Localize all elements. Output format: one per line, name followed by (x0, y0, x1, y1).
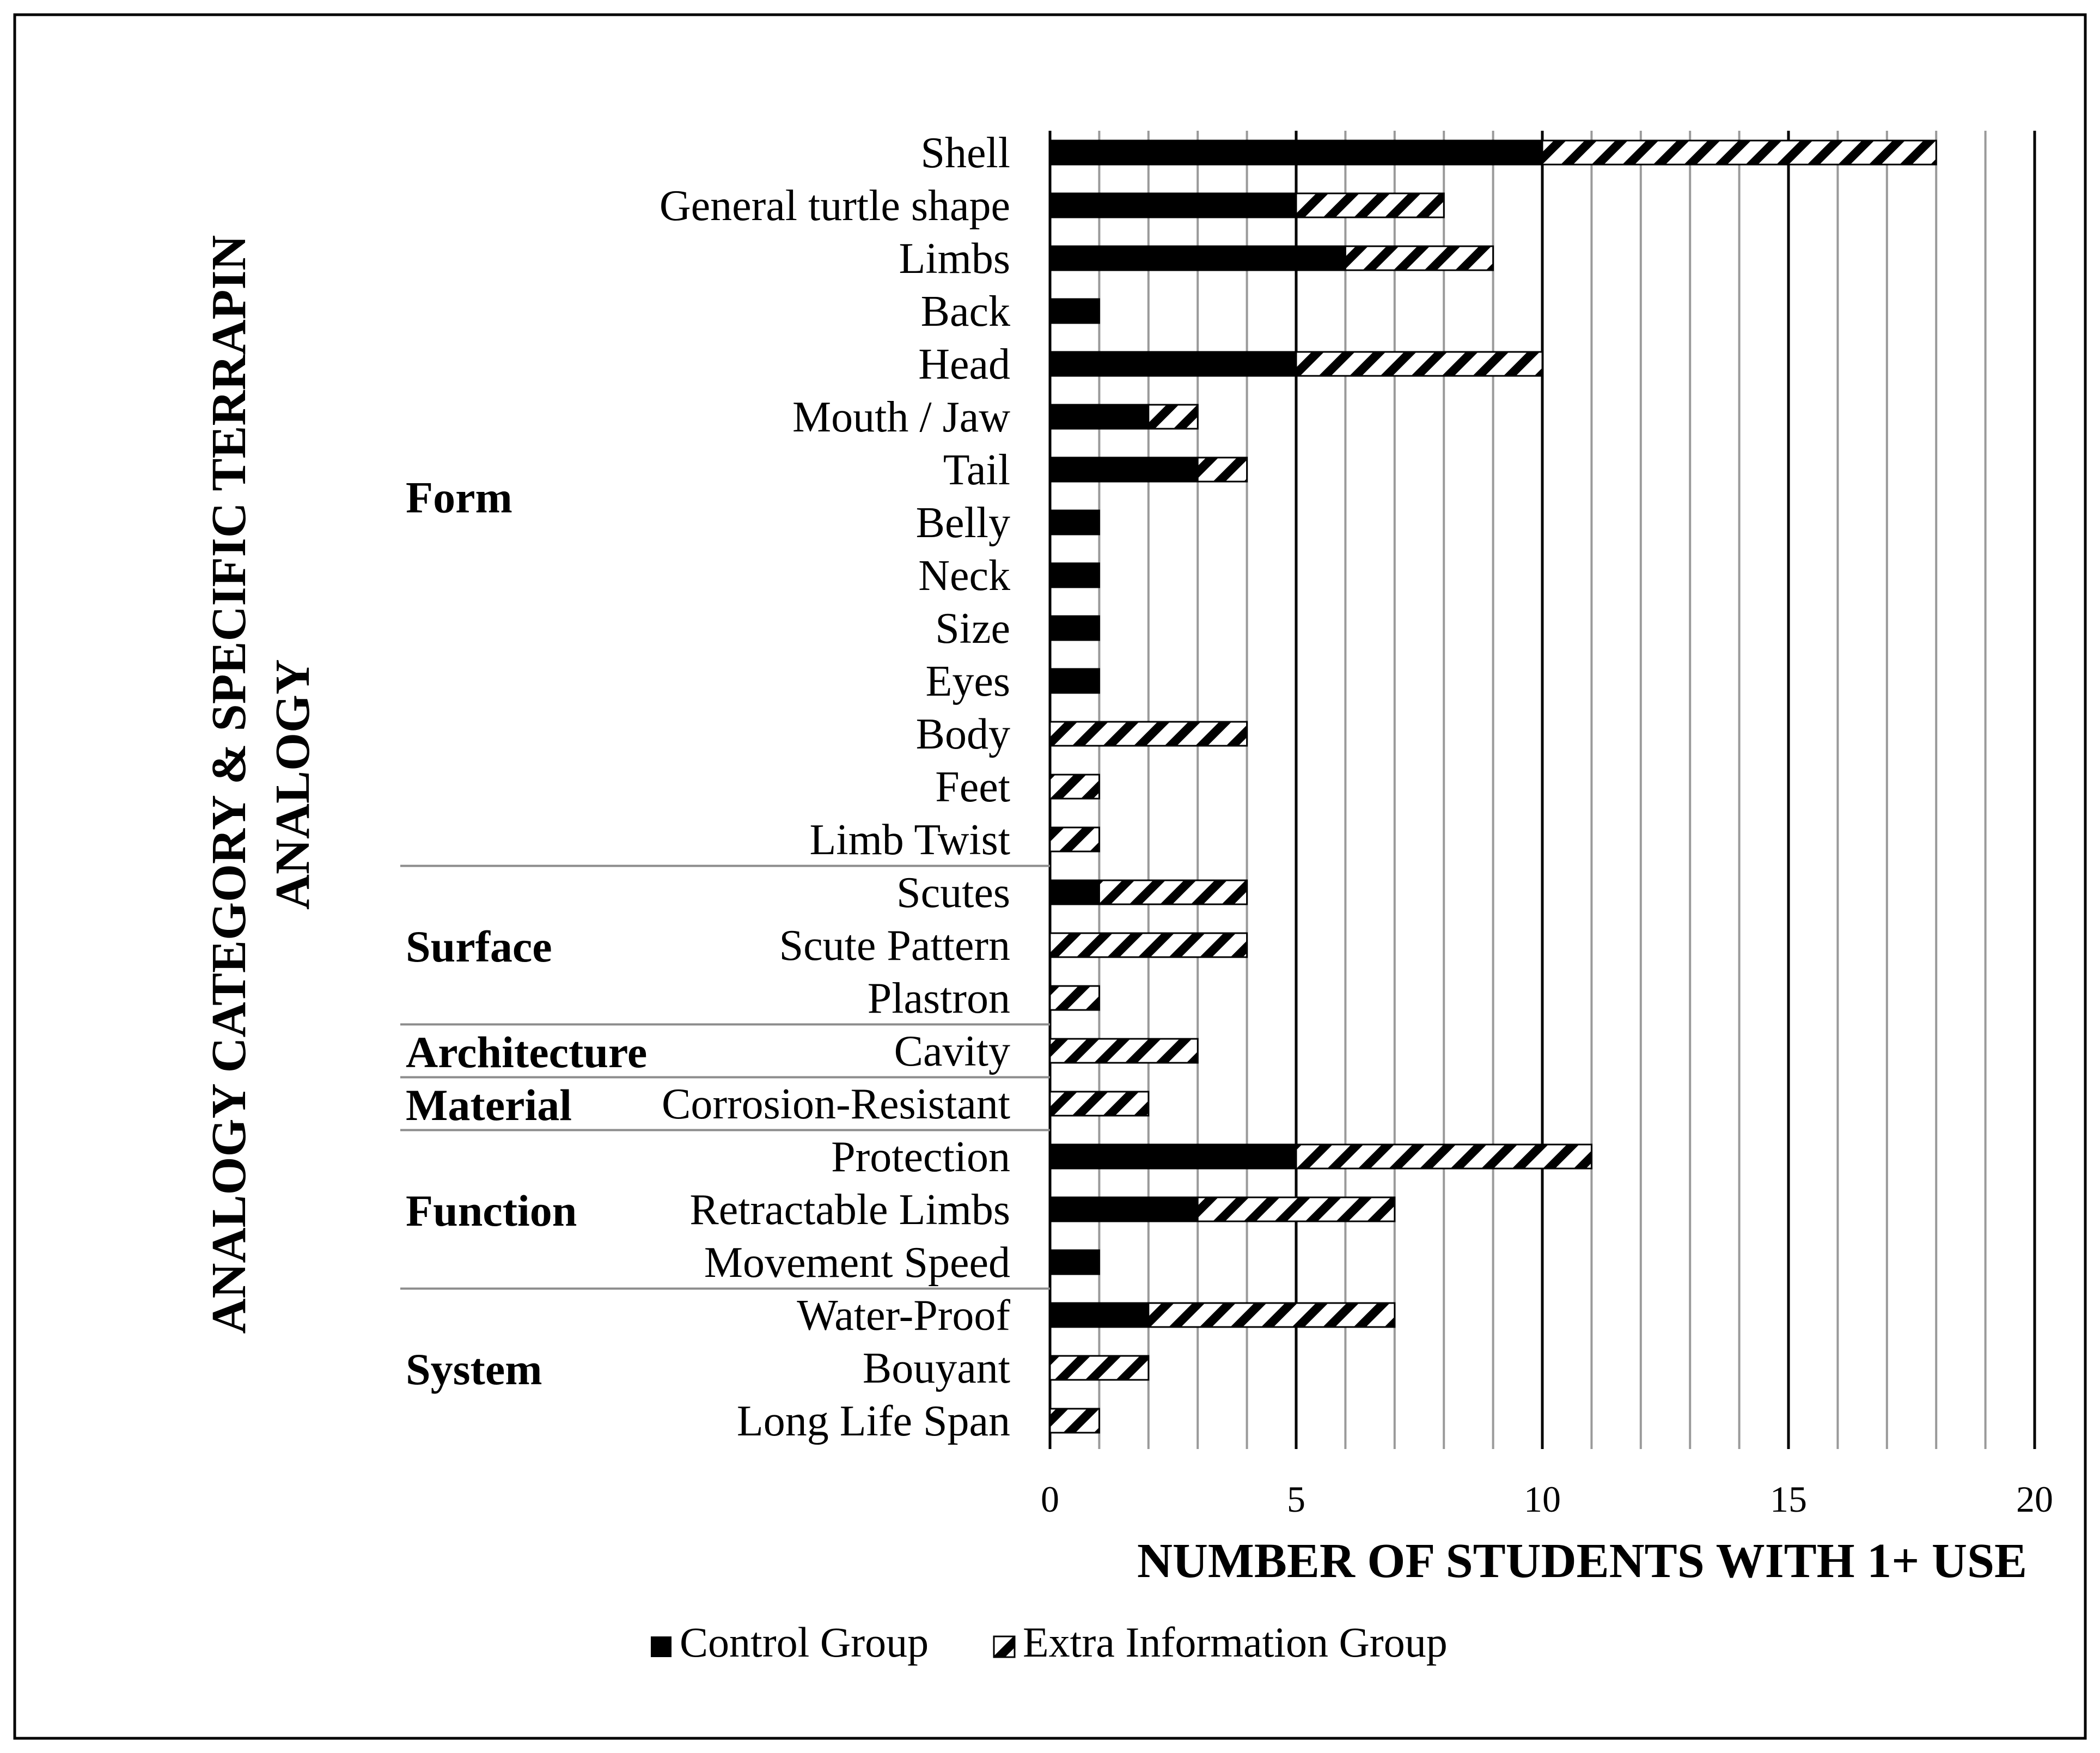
bar-control-1 (1049, 192, 1297, 218)
bar-control-20 (1049, 1196, 1199, 1222)
x-tick-label: 5 (1287, 1478, 1305, 1520)
category-label: Protection (831, 1133, 1010, 1181)
bar-extra-23 (1049, 1355, 1150, 1381)
category-label: Retractable Limbs (689, 1186, 1010, 1234)
bar-extra-1 (1295, 192, 1445, 218)
gridlines (1048, 131, 2036, 1449)
group-label: Surface (406, 922, 552, 971)
category-label: Belly (916, 499, 1010, 547)
bar-extra-24 (1049, 1408, 1100, 1434)
x-axis-title: NUMBER OF STUDENTS WITH 1+ USE (1137, 1534, 2027, 1588)
x-tick-label: 0 (1041, 1478, 1059, 1520)
bar-extra-18 (1049, 1091, 1150, 1117)
bar-control-10 (1049, 668, 1100, 694)
bar-control-9 (1049, 615, 1100, 641)
category-label: Movement Speed (704, 1239, 1010, 1287)
x-tick-label: 20 (2016, 1478, 2053, 1520)
x-tick-label: 10 (1524, 1478, 1561, 1520)
y-axis-title-line-1: ANALOGY CATEGORY & SPECIFIC TERRAPIN (202, 235, 256, 1334)
category-label: Long Life Span (737, 1397, 1010, 1445)
legend: Control Group Extra Information Group (651, 1618, 1448, 1666)
bar-extra-15 (1049, 932, 1248, 958)
bar-extra-14 (1098, 879, 1248, 905)
legend-label-control: Control Group (680, 1618, 929, 1666)
legend-swatch-control (651, 1636, 671, 1657)
bar-extra-16 (1049, 985, 1100, 1011)
category-label: Limb Twist (809, 816, 1010, 864)
bar-control-19 (1049, 1143, 1297, 1170)
bar-control-6 (1049, 456, 1199, 483)
bar-extra-6 (1196, 456, 1248, 483)
x-tick-label: 15 (1770, 1478, 1807, 1520)
bar-extra-12 (1049, 774, 1100, 800)
category-label: Water-Proof (797, 1292, 1010, 1340)
category-label: Limbs (899, 235, 1010, 283)
bar-control-22 (1049, 1302, 1150, 1328)
bar-control-0 (1049, 139, 1543, 166)
bar-control-8 (1049, 562, 1100, 588)
category-label: Shell (921, 129, 1010, 177)
bar-control-21 (1049, 1249, 1100, 1275)
category-label: Size (935, 605, 1010, 653)
category-label: Back (921, 288, 1010, 336)
group-label: Material (406, 1080, 572, 1130)
category-label: Bouyant (863, 1344, 1010, 1392)
category-label: Scutes (896, 869, 1010, 917)
category-label: General turtle shape (660, 182, 1010, 230)
legend-swatch-extra (993, 1635, 1016, 1658)
bar-control-3 (1049, 298, 1100, 324)
bar-control-5 (1049, 404, 1150, 430)
category-label: Body (916, 710, 1010, 758)
bar-extra-2 (1344, 245, 1494, 271)
bar-extra-19 (1295, 1143, 1592, 1170)
category-label: Plastron (868, 975, 1010, 1022)
group-label: Architecture (406, 1027, 647, 1077)
bars (1049, 139, 1937, 1434)
bar-control-14 (1049, 879, 1100, 905)
category-label: Head (918, 340, 1010, 388)
bar-extra-17 (1049, 1038, 1199, 1064)
group-label: Function (406, 1186, 577, 1235)
bar-control-2 (1049, 245, 1346, 271)
category-label: Eyes (925, 658, 1010, 705)
y-axis-title-line-2: ANALOGY (266, 659, 320, 910)
category-label: Tail (943, 446, 1010, 494)
category-label: Neck (918, 552, 1010, 600)
bar-extra-13 (1049, 826, 1100, 853)
bar-control-7 (1049, 509, 1100, 535)
legend-label-extra: Extra Information Group (1023, 1618, 1448, 1666)
y-axis-title: ANALOGY CATEGORY & SPECIFIC TERRAPIN ANA… (202, 235, 320, 1334)
category-label: Feet (935, 763, 1010, 811)
category-label: Scute Pattern (779, 922, 1010, 970)
bar-extra-20 (1196, 1196, 1396, 1222)
x-tick-labels: 0 5 10 15 20 (1041, 1478, 2053, 1520)
bar-extra-22 (1147, 1302, 1396, 1328)
bar-control-4 (1049, 351, 1297, 377)
group-label: Form (406, 473, 512, 522)
bar-extra-0 (1541, 139, 1937, 166)
group-label: System (406, 1344, 542, 1394)
bar-extra-5 (1147, 404, 1199, 430)
category-label: Cavity (894, 1027, 1010, 1075)
group-separators (400, 865, 1050, 1290)
bar-extra-11 (1049, 721, 1248, 747)
category-label: Corrosion-Resistant (662, 1080, 1010, 1128)
category-label: Mouth / Jaw (792, 393, 1010, 441)
bar-extra-4 (1295, 351, 1543, 377)
